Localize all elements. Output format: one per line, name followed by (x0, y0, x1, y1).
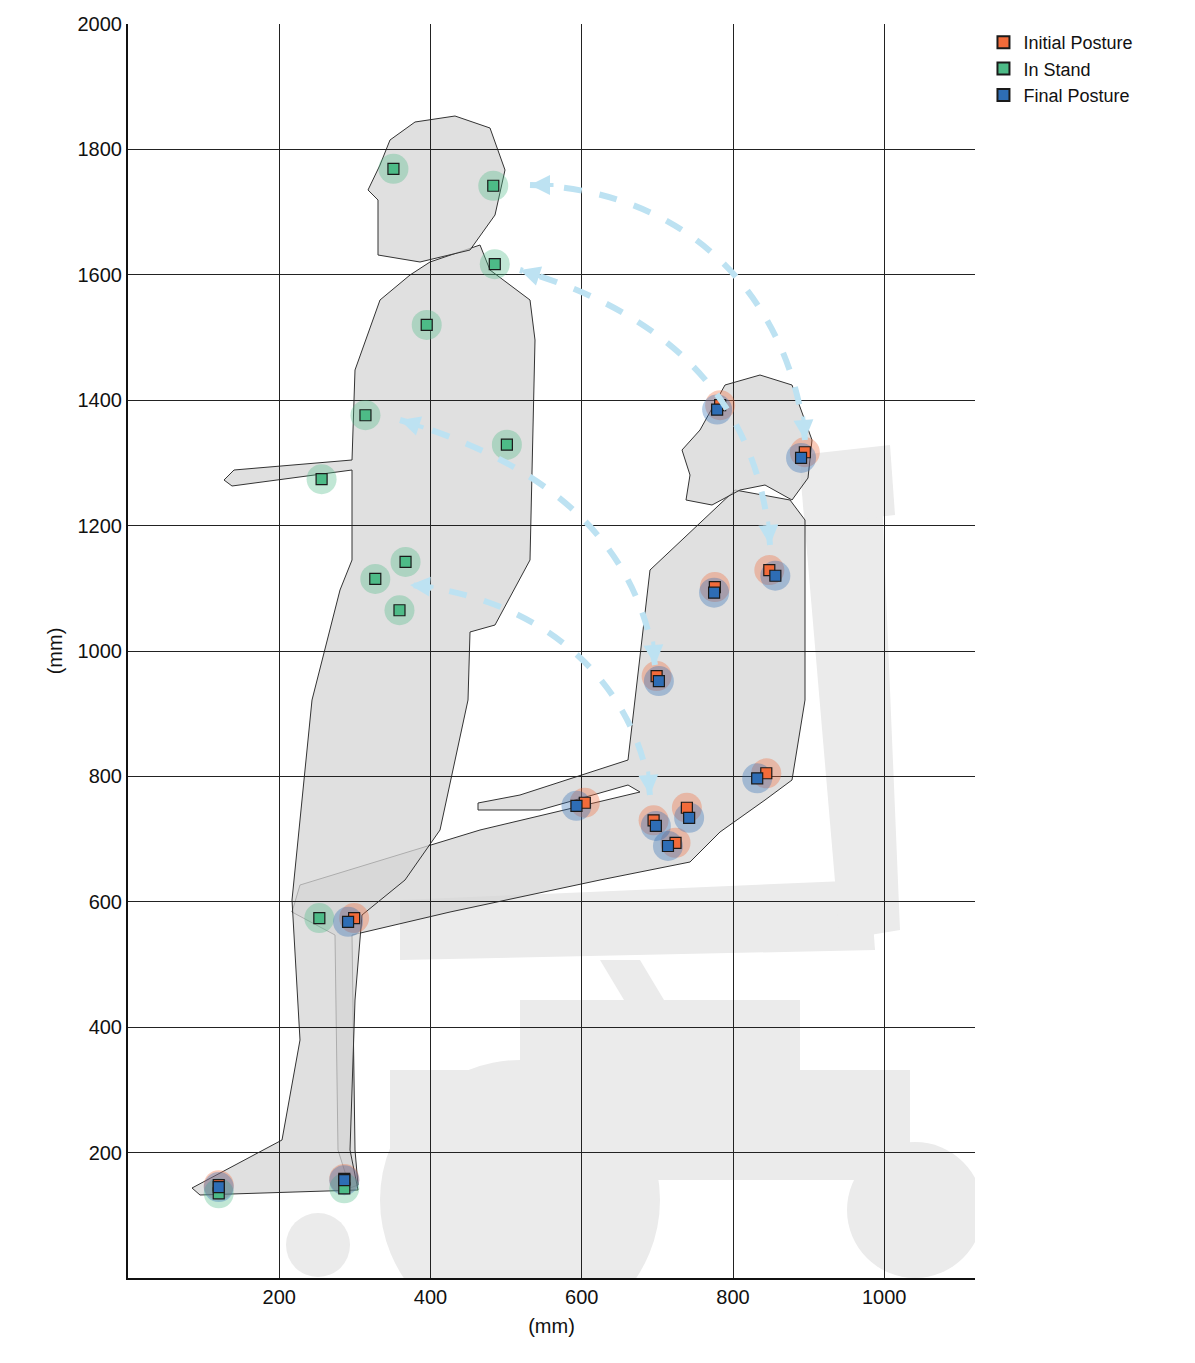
svg-text:(mm): (mm) (44, 628, 66, 675)
svg-text:200: 200 (263, 1286, 296, 1308)
svg-text:In Stand: In Stand (1023, 60, 1090, 80)
svg-text:600: 600 (89, 891, 122, 913)
svg-text:200: 200 (89, 1142, 122, 1164)
svg-text:(mm): (mm) (528, 1315, 575, 1337)
svg-text:1000: 1000 (862, 1286, 907, 1308)
svg-text:800: 800 (716, 1286, 749, 1308)
svg-text:400: 400 (414, 1286, 447, 1308)
svg-text:Final Posture: Final Posture (1023, 86, 1129, 106)
svg-text:Initial Posture: Initial Posture (1023, 33, 1132, 53)
svg-text:600: 600 (565, 1286, 598, 1308)
svg-text:1000: 1000 (78, 640, 123, 662)
svg-text:2000: 2000 (78, 13, 123, 35)
svg-text:800: 800 (89, 765, 122, 787)
svg-text:1600: 1600 (78, 264, 123, 286)
svg-text:1200: 1200 (78, 515, 123, 537)
svg-text:400: 400 (89, 1016, 122, 1038)
svg-text:1800: 1800 (78, 138, 123, 160)
svg-text:1400: 1400 (78, 389, 123, 411)
